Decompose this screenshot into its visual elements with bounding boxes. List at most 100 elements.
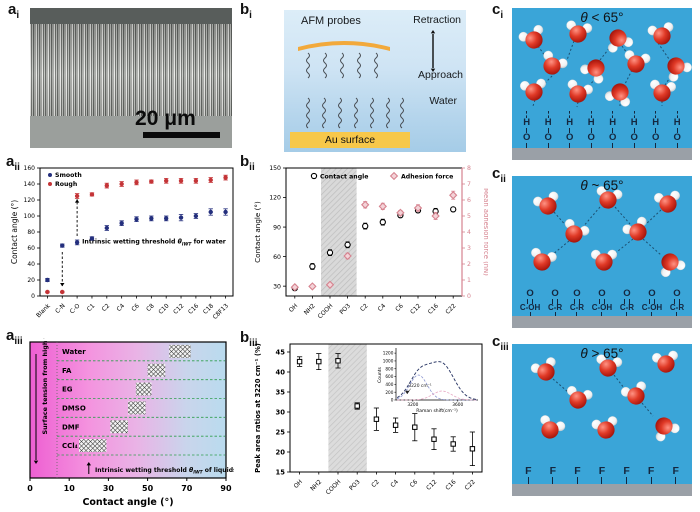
svg-text:DMF: DMF	[62, 423, 80, 431]
svg-text:90: 90	[220, 484, 232, 493]
au-surface: Au surface	[290, 132, 410, 148]
surface-group: F	[599, 465, 605, 484]
svg-text:0: 0	[467, 293, 471, 300]
hydrogen-bond	[576, 101, 579, 108]
svg-text:CCl₄: CCl₄	[62, 442, 78, 450]
svg-text:C4: C4	[115, 302, 126, 313]
water-molecule	[567, 79, 593, 103]
svg-text:C4: C4	[389, 478, 400, 489]
svg-text:15: 15	[276, 468, 286, 476]
svg-text:20: 20	[27, 277, 35, 284]
series-rough	[45, 174, 228, 295]
water-molecule	[533, 191, 559, 215]
svg-text:10: 10	[64, 484, 76, 493]
svg-text:Intrinsic wetting threshold θI: Intrinsic wetting threshold θIWT for wat…	[82, 239, 227, 248]
svg-text:Smooth: Smooth	[55, 172, 82, 179]
svg-text:C22: C22	[444, 302, 457, 315]
svg-text:C16: C16	[187, 302, 200, 315]
molecule-chain	[370, 97, 374, 129]
water-molecule	[650, 79, 677, 102]
svg-text:100: 100	[24, 213, 36, 220]
range-bar-FA	[147, 363, 166, 377]
svg-text:3200: 3200	[407, 402, 418, 408]
svg-text:Mean adhesion force (nN): Mean adhesion force (nN)	[482, 188, 488, 276]
svg-text:40: 40	[27, 261, 35, 268]
svg-text:1200: 1200	[383, 351, 394, 356]
series-smooth	[45, 208, 228, 283]
substrate-bar	[512, 316, 692, 328]
raman-inset: 0 200 400 600 800 1000 1200 3200 3600 Counts Raman…	[377, 348, 478, 414]
scale-bar	[143, 132, 220, 138]
svg-text:Contact angle: Contact angle	[320, 173, 368, 180]
molecule-chain	[306, 52, 310, 79]
svg-text:1: 1	[467, 277, 471, 284]
approach-label: Approach	[418, 69, 463, 81]
panel-label-b-iii: biii	[240, 329, 258, 349]
svg-text:2: 2	[467, 261, 471, 268]
svg-text:8: 8	[467, 165, 471, 172]
theta-condition-title: θ < 65°	[580, 10, 624, 25]
svg-text:Blank: Blank	[35, 302, 52, 319]
water-molecule	[655, 417, 680, 442]
svg-text:4: 4	[467, 229, 471, 236]
molecule-chain	[386, 97, 390, 129]
svg-text:NH2: NH2	[303, 302, 317, 316]
svg-text:C2: C2	[370, 478, 381, 489]
sem-nanowires	[30, 24, 232, 116]
svg-text:20: 20	[276, 448, 286, 456]
legend: Contact angle Adhesion force	[310, 171, 453, 180]
svg-text:140: 140	[24, 181, 36, 188]
svg-text:Water: Water	[62, 348, 86, 356]
substrate-bar	[512, 484, 692, 496]
water-molecule	[651, 350, 678, 373]
svg-text:PO3: PO3	[348, 478, 362, 492]
theta-condition-title: θ > 65°	[580, 346, 624, 361]
water-label: Water	[429, 95, 457, 107]
surface-group: F	[648, 465, 654, 484]
water-molecule	[566, 385, 593, 409]
svg-text:35: 35	[276, 388, 286, 396]
svg-text:C6: C6	[409, 478, 420, 489]
panel-label-a-ii: aii	[6, 153, 20, 173]
water-molecule	[607, 29, 634, 53]
theta-condition-title: θ ~ 65°	[580, 178, 624, 193]
svg-text:C16: C16	[427, 302, 440, 315]
svg-text:Raman shift(cm⁻¹): Raman shift(cm⁻¹)	[416, 408, 458, 414]
range-bar-DMSO	[128, 401, 146, 415]
legend: Smooth Rough	[48, 172, 82, 188]
surface-groups-row: O C-OH O C-R O C-R O C-OH O C-R O C-OH O C-R	[516, 288, 688, 316]
water-molecule	[566, 20, 593, 43]
water-molecule	[667, 57, 692, 82]
svg-text:C2: C2	[101, 302, 112, 313]
svg-text:800: 800	[385, 366, 393, 371]
sem-image: 20 μm	[30, 8, 232, 148]
panel-label-a-iii: aiii	[6, 327, 23, 347]
water-molecules-art	[518, 20, 692, 108]
panel-label-c-iii: ciii	[492, 333, 509, 353]
svg-text:200: 200	[385, 390, 393, 395]
surface-group: F	[623, 465, 630, 484]
svg-text:Peak area ratios at 3220 cm⁻¹: Peak area ratios at 3220 cm⁻¹ (%)	[254, 343, 262, 473]
range-bar-CCl₄	[79, 439, 107, 453]
svg-text:C8F13: C8F13	[212, 302, 231, 321]
panel-label-b-ii: bii	[240, 153, 255, 173]
svg-text:C6: C6	[394, 302, 405, 313]
surface-group: O C-R	[620, 288, 634, 316]
water-molecule	[622, 216, 647, 241]
svg-text:C6: C6	[130, 302, 141, 313]
sem-background-top	[30, 8, 232, 24]
water-molecule	[543, 50, 568, 75]
hydrogen-bond	[645, 209, 662, 225]
range-bar-DMF	[110, 420, 128, 434]
svg-text:600: 600	[385, 374, 393, 379]
svg-text:Contact angle (°): Contact angle (°)	[10, 200, 19, 264]
svg-text:PO3: PO3	[338, 302, 352, 316]
svg-text:40: 40	[276, 368, 286, 376]
molecule-chain	[322, 97, 326, 129]
